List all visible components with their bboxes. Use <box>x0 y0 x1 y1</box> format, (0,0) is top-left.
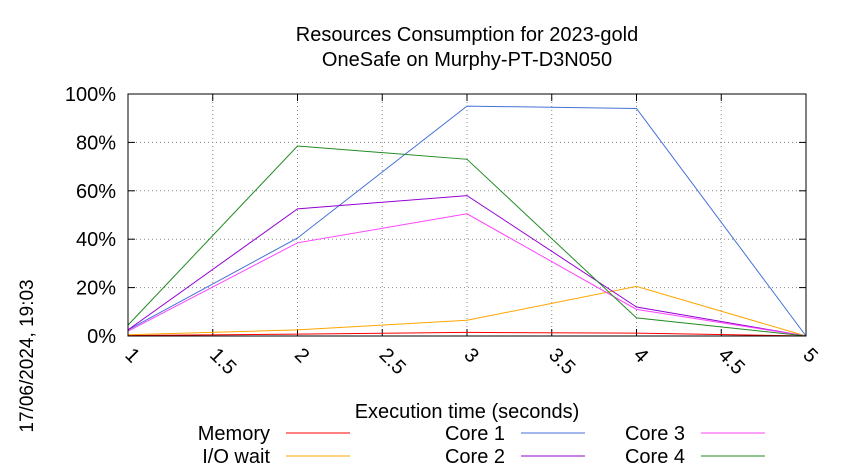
y-tick-label: 40% <box>76 229 116 251</box>
series-lines <box>127 105 807 337</box>
series-line-core-1 <box>127 105 807 337</box>
series-line-core-4 <box>127 145 807 337</box>
y-tick-label: 20% <box>76 278 116 300</box>
x-tick-label: 3.5 <box>544 344 579 379</box>
chart-title: Resources Consumption for 2023-gold <box>296 24 638 46</box>
x-tick-label: 4.5 <box>714 344 749 379</box>
x-tick-label: 1 <box>120 344 143 367</box>
series-line-core-2 <box>127 195 807 337</box>
x-tick-label: 2.5 <box>375 344 410 379</box>
x-axis-label: Execution time (seconds) <box>355 401 580 423</box>
y-tick-label: 0% <box>87 326 116 348</box>
legend-label-core-4: Core 4 <box>625 446 685 468</box>
series-line-i-o-wait <box>127 285 807 337</box>
x-tick-label: 2 <box>290 344 313 367</box>
y-tick-label: 100% <box>65 84 116 106</box>
y-tick-label: 60% <box>76 181 116 203</box>
legend-label-memory: Memory <box>198 423 270 445</box>
timestamp-label: 17/06/2024, 19:03 <box>17 279 38 432</box>
y-tick-label: 80% <box>76 132 116 154</box>
chart-subtitle: OneSafe on Murphy-PT-D3N050 <box>322 49 612 71</box>
legend-label-i-o-wait: I/O wait <box>202 446 270 468</box>
plot-frame <box>127 93 807 337</box>
series-line-memory <box>127 331 807 337</box>
series-line-core-3 <box>127 213 807 337</box>
x-tick-label: 3 <box>459 344 482 367</box>
legend-label-core-3: Core 3 <box>625 423 685 445</box>
y-axis-ticks: 0% 20% 40% 60% 80% 100% <box>65 84 806 348</box>
x-tick-label: 4 <box>629 344 652 367</box>
legend-label-core-2: Core 2 <box>445 446 505 468</box>
legend-label-core-1: Core 1 <box>445 423 505 445</box>
grid <box>128 94 806 336</box>
x-tick-label: 5 <box>798 344 821 367</box>
x-tick-label: 1.5 <box>205 344 240 379</box>
